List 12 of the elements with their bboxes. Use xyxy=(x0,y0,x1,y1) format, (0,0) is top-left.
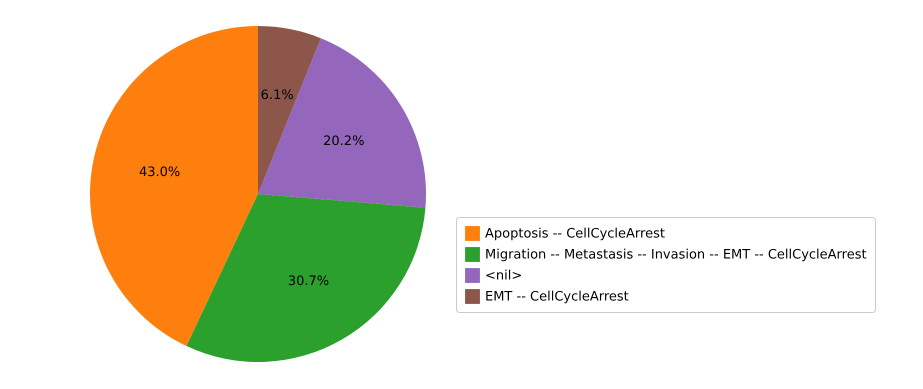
pie-slice xyxy=(258,38,426,208)
pie-slice xyxy=(258,26,321,194)
data-label: 30.7% xyxy=(288,274,330,290)
legend-label: Migration -- Metastasis -- Invasion -- EMT -- CellCycleArrest xyxy=(485,248,867,262)
pie-slice xyxy=(90,26,258,346)
data-label: 43.0% xyxy=(138,165,180,180)
pie-slice xyxy=(186,194,426,362)
legend-label: <nil> xyxy=(485,268,522,284)
legend-label: EMT -- CellCycleArrest xyxy=(485,290,629,304)
legend-label: Apoptosis -- CellCycleArrest xyxy=(485,226,665,242)
data-label: 20.2% xyxy=(323,134,364,150)
data-label: 6.1% xyxy=(260,88,294,104)
